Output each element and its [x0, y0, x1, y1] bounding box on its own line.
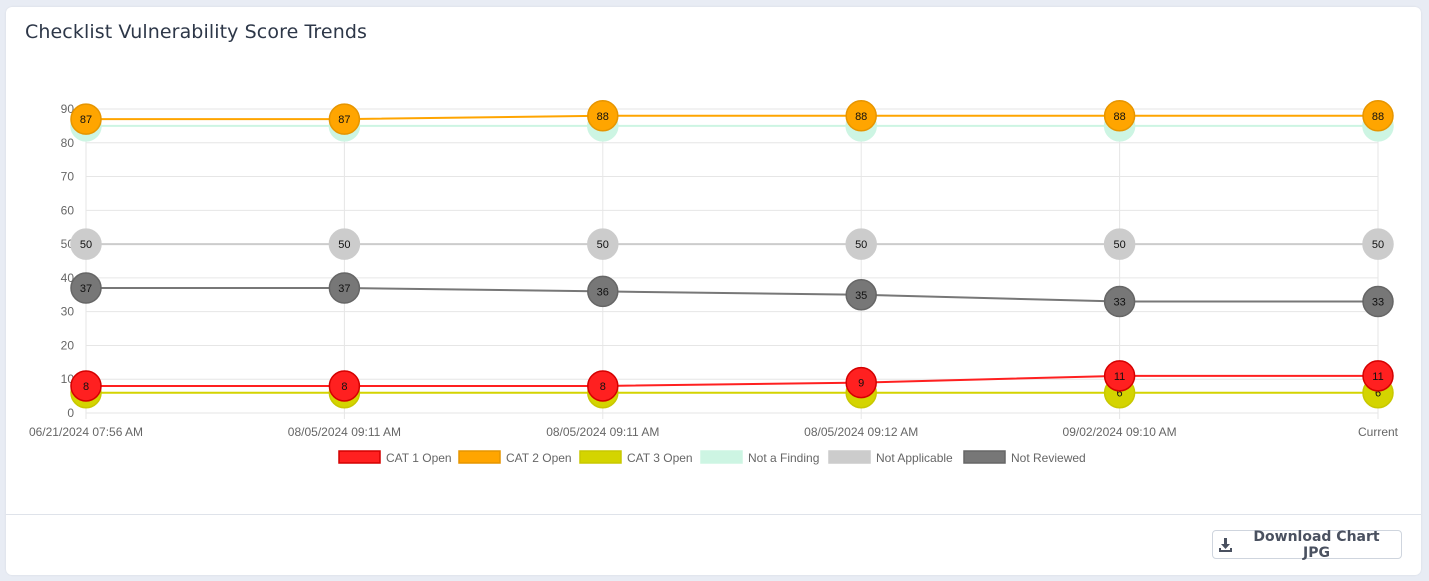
legend-item-not-applicable[interactable]: Not Applicable — [828, 450, 953, 465]
y-tick-label: 40 — [61, 271, 75, 285]
y-tick-label: 60 — [61, 203, 75, 217]
data-point — [845, 228, 877, 260]
data-label: 33 — [1113, 297, 1125, 309]
y-tick-label: 0 — [67, 406, 74, 420]
legend-item-not-reviewed[interactable]: Not Reviewed — [963, 450, 1086, 465]
footer-divider — [6, 514, 1421, 515]
data-point — [70, 228, 102, 260]
data-point — [845, 366, 877, 399]
data-label: 11 — [1372, 371, 1383, 383]
data-point — [328, 370, 361, 402]
data-point — [1362, 285, 1394, 318]
data-point — [587, 370, 619, 402]
x-tick-label: 08/05/2024 09:12 AM — [804, 425, 918, 439]
download-icon — [1219, 537, 1232, 552]
data-point — [328, 103, 361, 135]
legend-item-cat-2-open[interactable]: CAT 2 Open — [458, 450, 572, 465]
legend-label: CAT 2 Open — [506, 451, 572, 465]
y-tick-label: 30 — [61, 305, 75, 319]
series-line-not-reviewed — [86, 287, 1378, 303]
data-label: 88 — [855, 111, 867, 123]
data-label: 50 — [80, 239, 92, 251]
legend-item-not-a-finding[interactable]: Not a Finding — [700, 450, 819, 465]
legend-swatch — [458, 450, 501, 464]
chart-grid — [85, 108, 1379, 419]
data-label: 87 — [80, 114, 92, 126]
data-label: 88 — [1372, 111, 1384, 123]
y-tick-label: 90 — [61, 102, 75, 116]
data-point — [70, 272, 102, 304]
data-label: 36 — [597, 286, 609, 298]
data-label: 8 — [600, 381, 606, 393]
legend-swatch — [700, 450, 743, 464]
data-point — [587, 275, 619, 308]
data-label: 37 — [80, 283, 92, 295]
chart-series: 8585858585855050505050503737363533336666… — [70, 100, 1394, 409]
legend-label: Not a Finding — [748, 451, 819, 465]
data-label: 35 — [855, 290, 867, 302]
legend-label: CAT 1 Open — [386, 451, 452, 465]
chart-legend[interactable]: CAT 1 Open CAT 2 Open CAT 3 Open Not a Find… — [338, 450, 1086, 465]
legend-swatch — [828, 450, 871, 464]
data-label: 50 — [1372, 239, 1384, 251]
data-point — [587, 100, 619, 132]
data-label: 11 — [1114, 371, 1125, 383]
data-label: 50 — [338, 239, 350, 251]
y-tick-label: 20 — [61, 338, 75, 352]
series-line-cat-2-open — [86, 114, 1378, 121]
data-label: 8 — [341, 381, 347, 393]
data-point — [845, 279, 877, 311]
legend-swatch — [963, 450, 1006, 464]
legend-swatch — [579, 450, 622, 464]
legend-label: Not Applicable — [876, 451, 953, 465]
data-label: 88 — [1113, 111, 1125, 123]
x-tick-label: Current — [1358, 425, 1399, 439]
legend-item-cat-3-open[interactable]: CAT 3 Open — [579, 450, 693, 465]
data-point — [70, 103, 102, 135]
legend-label: Not Reviewed — [1011, 451, 1086, 465]
data-label: 37 — [338, 283, 350, 295]
x-tick-label: 09/02/2024 09:10 AM — [1063, 425, 1177, 439]
x-tick-label: 08/05/2024 09:11 AM — [288, 425, 401, 439]
data-label: 6 — [1375, 388, 1381, 400]
data-point — [70, 370, 102, 402]
y-tick-label: 70 — [61, 170, 75, 184]
legend-label: CAT 3 Open — [627, 451, 693, 465]
chart-card: Checklist Vulnerability Score Trends 0 10… — [6, 7, 1421, 575]
data-point — [1103, 228, 1136, 260]
data-label: 33 — [1372, 297, 1384, 309]
card-title: Checklist Vulnerability Score Trends — [25, 21, 367, 43]
data-point — [328, 272, 361, 304]
data-point — [328, 228, 361, 260]
data-point — [845, 100, 877, 132]
data-point — [1103, 360, 1136, 392]
data-label: 87 — [338, 114, 350, 126]
data-label: 50 — [1113, 239, 1125, 251]
data-label: 8 — [83, 381, 89, 393]
data-point — [1362, 228, 1394, 260]
legend-item-cat-1-open[interactable]: CAT 1 Open — [338, 450, 452, 465]
data-label: 50 — [597, 239, 609, 251]
data-point — [1103, 100, 1136, 132]
y-tick-label: 80 — [61, 136, 75, 150]
download-chart-button[interactable]: Download Chart JPG — [1212, 528, 1402, 561]
data-label: 9 — [858, 378, 864, 390]
series-line-cat-1-open — [86, 374, 1378, 387]
download-button-label: Download Chart JPG — [1253, 528, 1380, 561]
data-label: 50 — [855, 239, 867, 251]
data-point — [1362, 100, 1394, 132]
legend-swatch — [338, 450, 381, 464]
x-tick-label: 08/05/2024 09:11 AM — [546, 425, 659, 439]
data-label: 88 — [597, 111, 609, 123]
data-point — [587, 228, 619, 260]
data-label: 6 — [1117, 388, 1123, 400]
x-tick-label: 06/21/2024 07:56 AM — [29, 425, 143, 439]
data-point — [1103, 285, 1136, 318]
data-point — [1362, 360, 1394, 392]
